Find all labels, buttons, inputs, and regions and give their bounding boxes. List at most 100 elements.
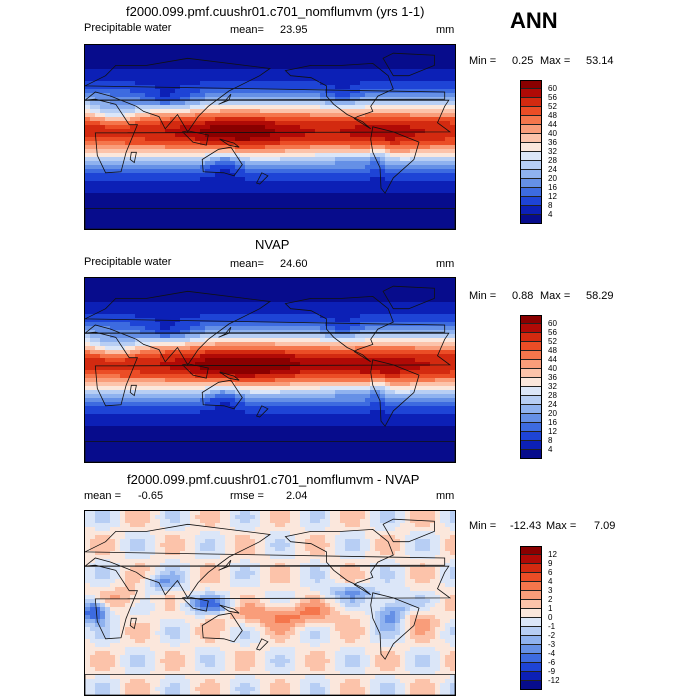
panel2-units: mm — [436, 258, 455, 270]
coastline — [85, 523, 446, 599]
panel2-map — [84, 277, 456, 463]
coastline — [284, 62, 394, 130]
panel2-min-value: 0.88 — [512, 290, 534, 302]
colorbar-box — [520, 636, 542, 645]
colorbar-box — [520, 80, 542, 89]
colorbar-box — [520, 116, 542, 125]
coastline — [85, 564, 452, 640]
panel1-max-label: Max = — [540, 55, 571, 67]
panel3-min-value: -12.43 — [510, 520, 542, 532]
colorbar-box — [520, 582, 542, 591]
colorbar-box — [520, 333, 542, 342]
coastline — [218, 559, 232, 571]
colorbar-box — [520, 342, 542, 351]
coastline — [181, 130, 209, 146]
colorbar-box — [520, 197, 542, 206]
coastline — [370, 359, 420, 427]
colorbar-tick-label: 40 — [548, 129, 557, 138]
panel1-max-value: 53.14 — [586, 55, 614, 67]
panel3-rmse-value: 2.04 — [286, 490, 308, 502]
panel3-mean-label: mean = — [84, 490, 121, 502]
panel2-mean-label: mean= — [230, 258, 264, 270]
colorbar-tick-label: -2 — [548, 631, 556, 640]
colorbar-tick-label: 4 — [548, 445, 553, 454]
colorbar-box — [520, 618, 542, 627]
colorbar-box — [520, 89, 542, 98]
colorbar-tick-label: 6 — [548, 568, 553, 577]
colorbar-tick-label: 12 — [548, 427, 557, 436]
colorbar-box — [520, 315, 542, 324]
coastline — [382, 518, 435, 543]
coastline — [85, 98, 452, 174]
colorbar-box — [520, 107, 542, 116]
colorbar-box — [520, 378, 542, 387]
coastline — [85, 290, 446, 366]
colorbar-box — [520, 405, 542, 414]
coastline — [256, 405, 269, 418]
panel2-title: NVAP — [255, 237, 290, 252]
colorbar-box — [520, 564, 542, 573]
colorbar-box — [520, 591, 542, 600]
colorbar-box — [520, 663, 542, 672]
panel3-max-label: Max = — [546, 520, 577, 532]
colorbar-tick-label: 60 — [548, 319, 557, 328]
colorbar-box — [520, 324, 542, 333]
colorbar-tick-label: 60 — [548, 84, 557, 93]
colorbar-tick-label: 56 — [548, 93, 557, 102]
map-plot — [85, 278, 455, 462]
colorbar-tick-label: 20 — [548, 409, 557, 418]
colorbar-box — [520, 98, 542, 107]
colorbar-tick-label: 36 — [548, 373, 557, 382]
colorbar-box — [520, 134, 542, 143]
coastline — [382, 52, 435, 77]
colorbar-box — [520, 170, 542, 179]
colorbar-tick-label: 44 — [548, 120, 557, 129]
colorbar-tick-label: 20 — [548, 174, 557, 183]
colorbar-tick-label: 4 — [548, 577, 553, 586]
colorbar-box — [520, 432, 542, 441]
colorbar-tick-label: 9 — [548, 559, 553, 568]
panel3-rmse-label: rmse = — [230, 490, 264, 502]
colorbar-tick-label: 52 — [548, 337, 557, 346]
colorbar-tick-label: -12 — [548, 676, 560, 685]
coastline — [129, 384, 137, 397]
panel3-min-label: Min = — [469, 520, 497, 532]
coastline — [218, 326, 232, 338]
panel3-max-value: 7.09 — [594, 520, 616, 532]
colorbar-tick-label: -1 — [548, 622, 556, 631]
colorbar-tick-label: 8 — [548, 201, 553, 210]
colorbar-tick-label: -6 — [548, 658, 556, 667]
colorbar-tick-label: 48 — [548, 346, 557, 355]
panel1-map — [84, 44, 456, 230]
colorbar-box — [520, 627, 542, 636]
colorbar-tick-label: 0 — [548, 613, 553, 622]
panel1-min-value: 0.25 — [512, 55, 534, 67]
coastline — [85, 441, 455, 462]
colorbar-box — [520, 600, 542, 609]
colorbar-tick-label: 28 — [548, 156, 557, 165]
colorbar-tick-label: 16 — [548, 183, 557, 192]
colorbar-tick-label: 24 — [548, 165, 557, 174]
panel2-max-label: Max = — [540, 290, 571, 302]
panel3-units: mm — [436, 490, 455, 502]
coastline — [219, 138, 240, 148]
colorbar-box — [520, 423, 542, 432]
coastline — [201, 612, 243, 643]
coastline — [219, 604, 240, 614]
colorbar-box — [520, 645, 542, 654]
coastline — [256, 172, 269, 185]
colorbar-tick-label: 8 — [548, 436, 553, 445]
coastline — [201, 146, 243, 177]
map-plot — [85, 45, 455, 229]
colorbar-tick-label: 4 — [548, 210, 553, 219]
coastline — [129, 151, 137, 164]
colorbar-box — [520, 143, 542, 152]
coastline — [85, 674, 455, 695]
colorbar-box — [520, 555, 542, 564]
colorbar-box — [520, 206, 542, 215]
colorbar-tick-label: 3 — [548, 586, 553, 595]
colorbar-tick-label: 44 — [548, 355, 557, 364]
colorbar-tick-label: 28 — [548, 391, 557, 400]
coastline — [370, 126, 420, 194]
coastline — [85, 331, 452, 407]
